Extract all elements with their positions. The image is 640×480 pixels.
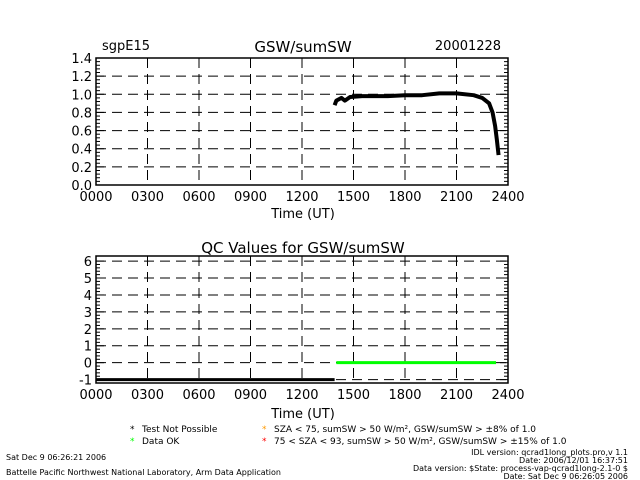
y-tick-label: 1.2 <box>71 70 92 85</box>
footer-idl-date: Date: 2006/12/01 16:37:51 <box>519 456 628 465</box>
legend-symbol: * <box>130 437 135 447</box>
x-tick-label: 0000 <box>79 190 112 205</box>
y-tick-label: 2 <box>84 323 92 338</box>
x-tick-label: 0300 <box>131 190 164 205</box>
footer-data-date: Date: Sat Dec 9 06:26:05 2006 <box>503 472 628 480</box>
x-tick-label: 0000 <box>79 388 112 403</box>
y-tick-label: 0.2 <box>71 161 92 176</box>
plot-frame <box>95 57 509 186</box>
y-tick-label: 1 <box>84 340 92 355</box>
y-tick-label: 1.4 <box>71 52 92 67</box>
legend: * Test Not Possible * Data OK * SZA < 75… <box>130 425 567 447</box>
x-tick-label: 1800 <box>388 388 421 403</box>
x-tick-label: 0900 <box>234 190 267 205</box>
x-tick-label: 2100 <box>440 190 473 205</box>
y-tick-label: 0.0 <box>71 179 92 194</box>
footer-data-version: Data version: $State: process-vap-qcrad1… <box>413 464 628 473</box>
chart-title-bottom: QC Values for GSW/sumSW <box>201 239 405 257</box>
series-line-gsw-sumsw <box>332 91 501 156</box>
x-tick-label: 2100 <box>440 388 473 403</box>
x-axis-label-bottom: Time (UT) <box>270 407 335 422</box>
x-tick-label: 1800 <box>388 190 421 205</box>
footer-idl-version: IDL version: qcrad1long_plots.pro,v 1.1 <box>471 448 628 457</box>
x-tick-label: 1200 <box>285 388 318 403</box>
x-tick-label: 2400 <box>491 190 524 205</box>
legend-symbol: * <box>262 425 267 435</box>
legend-symbol: * <box>130 425 135 435</box>
site-label: sgpE15 <box>102 39 150 54</box>
legend-symbol: * <box>262 437 267 447</box>
legend-label: SZA < 75, sumSW > 50 W/m², GSW/sumSW > ±… <box>274 425 536 435</box>
x-tick-label: 0300 <box>131 388 164 403</box>
legend-label: Test Not Possible <box>141 425 218 435</box>
x-tick-label: 1500 <box>337 190 370 205</box>
y-tick-label: 4 <box>84 289 92 304</box>
y-tick-label: 6 <box>84 255 92 270</box>
x-tick-label: 2400 <box>491 388 524 403</box>
legend-label: Data OK <box>142 437 180 447</box>
x-tick-label: 0600 <box>182 388 215 403</box>
plot-frame <box>95 255 509 384</box>
y-tick-label: 0.6 <box>71 125 92 140</box>
x-axis-label-top: Time (UT) <box>270 207 335 222</box>
y-tick-label: 0 <box>84 357 92 372</box>
y-tick-label: 3 <box>84 306 92 321</box>
y-tick-label: 5 <box>84 272 92 287</box>
x-tick-label: 0600 <box>182 190 215 205</box>
chart-title-top: GSW/sumSW <box>254 38 351 56</box>
x-tick-label: 1500 <box>337 388 370 403</box>
y-tick-label: 0.8 <box>71 106 92 121</box>
footer-timestamp: Sat Dec 9 06:26:21 2006 <box>6 453 106 462</box>
legend-label: 75 < SZA < 93, sumSW > 50 W/m², GSW/sumS… <box>274 437 567 447</box>
x-tick-label: 1200 <box>285 190 318 205</box>
plot-gsw-sumsw: 0000 0300 0600 0900 1200 1500 1800 2100 2400 0.0 0… <box>71 52 524 205</box>
plot-qc: 0000 0300 0600 0900 1200 1500 1800 2100 2400 -1 0 1… <box>79 255 525 403</box>
footer-lab: Battelle Pacific Northwest National Labo… <box>6 468 281 477</box>
x-tick-label: 0900 <box>234 388 267 403</box>
date-label: 20001228 <box>435 39 501 54</box>
y-tick-label: 0.4 <box>71 143 92 158</box>
y-tick-label: 1.0 <box>71 88 92 103</box>
y-tick-label: -1 <box>79 374 92 389</box>
